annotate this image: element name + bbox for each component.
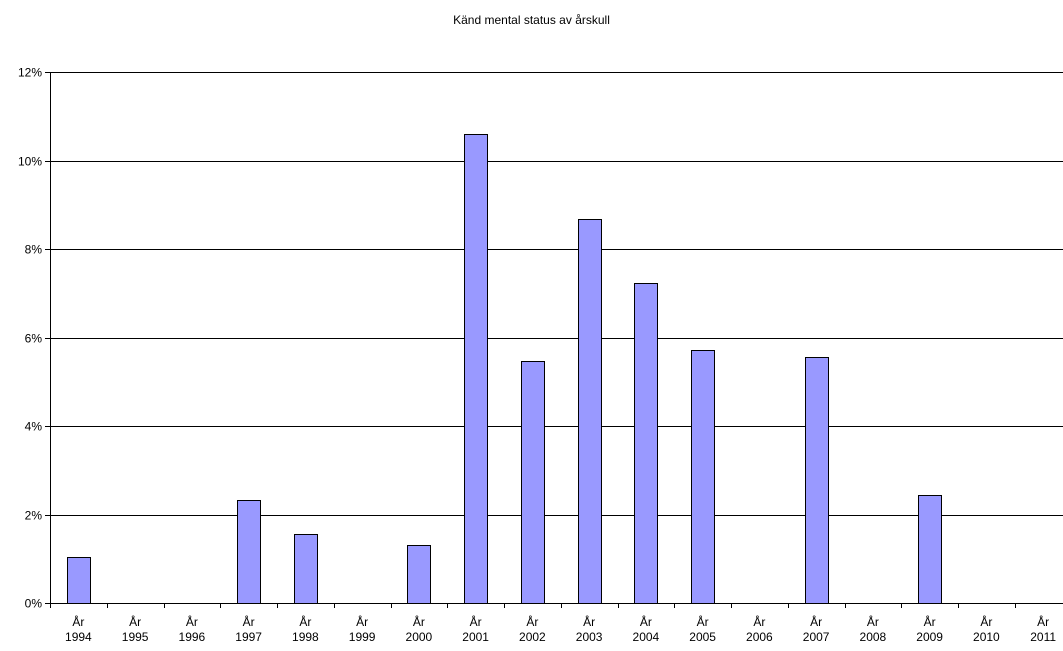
bar: [805, 357, 829, 604]
bar: [464, 134, 488, 604]
x-tick-label: År 2005: [689, 614, 716, 644]
x-tick-label: År 1999: [349, 614, 376, 644]
x-tick-label: År 2008: [860, 614, 887, 644]
x-tick-label: År 1997: [235, 614, 262, 644]
x-tick-label: År 1996: [179, 614, 206, 644]
x-tick-label: År 2011: [1030, 614, 1056, 644]
x-tick-label: År 2010: [973, 614, 1000, 644]
x-tick-label: År 2004: [633, 614, 660, 644]
bar: [578, 219, 602, 604]
bar: [918, 495, 942, 604]
x-tick-label: År 2006: [746, 614, 773, 644]
bar: [67, 557, 91, 604]
y-tick-label: 12%: [18, 66, 42, 80]
x-tick-label: År 2009: [916, 614, 943, 644]
x-tick-label: År 1994: [65, 614, 92, 644]
x-tick-label: År 1998: [292, 614, 319, 644]
bar: [294, 534, 318, 604]
y-tick-label: 8%: [25, 243, 43, 257]
bar: [237, 500, 261, 604]
y-tick-label: 0%: [25, 597, 43, 611]
x-tick-label: År 2003: [576, 614, 603, 644]
bar: [691, 350, 715, 604]
y-tick-label: 10%: [18, 155, 42, 169]
y-tick-label: 6%: [25, 332, 43, 346]
x-tick-label: År 1995: [122, 614, 149, 644]
bar: [521, 361, 545, 604]
y-tick-label: 2%: [25, 509, 43, 523]
x-tick-label: År 2001: [462, 614, 489, 644]
x-tick-label: År 2007: [803, 614, 830, 644]
bar: [407, 545, 431, 604]
x-tick-label: År 2000: [406, 614, 433, 644]
x-tick-label: År 2002: [519, 614, 546, 644]
y-tick-label: 4%: [25, 420, 43, 434]
bar: [634, 283, 658, 604]
chart-title: Känd mental status av årskull: [453, 13, 610, 27]
